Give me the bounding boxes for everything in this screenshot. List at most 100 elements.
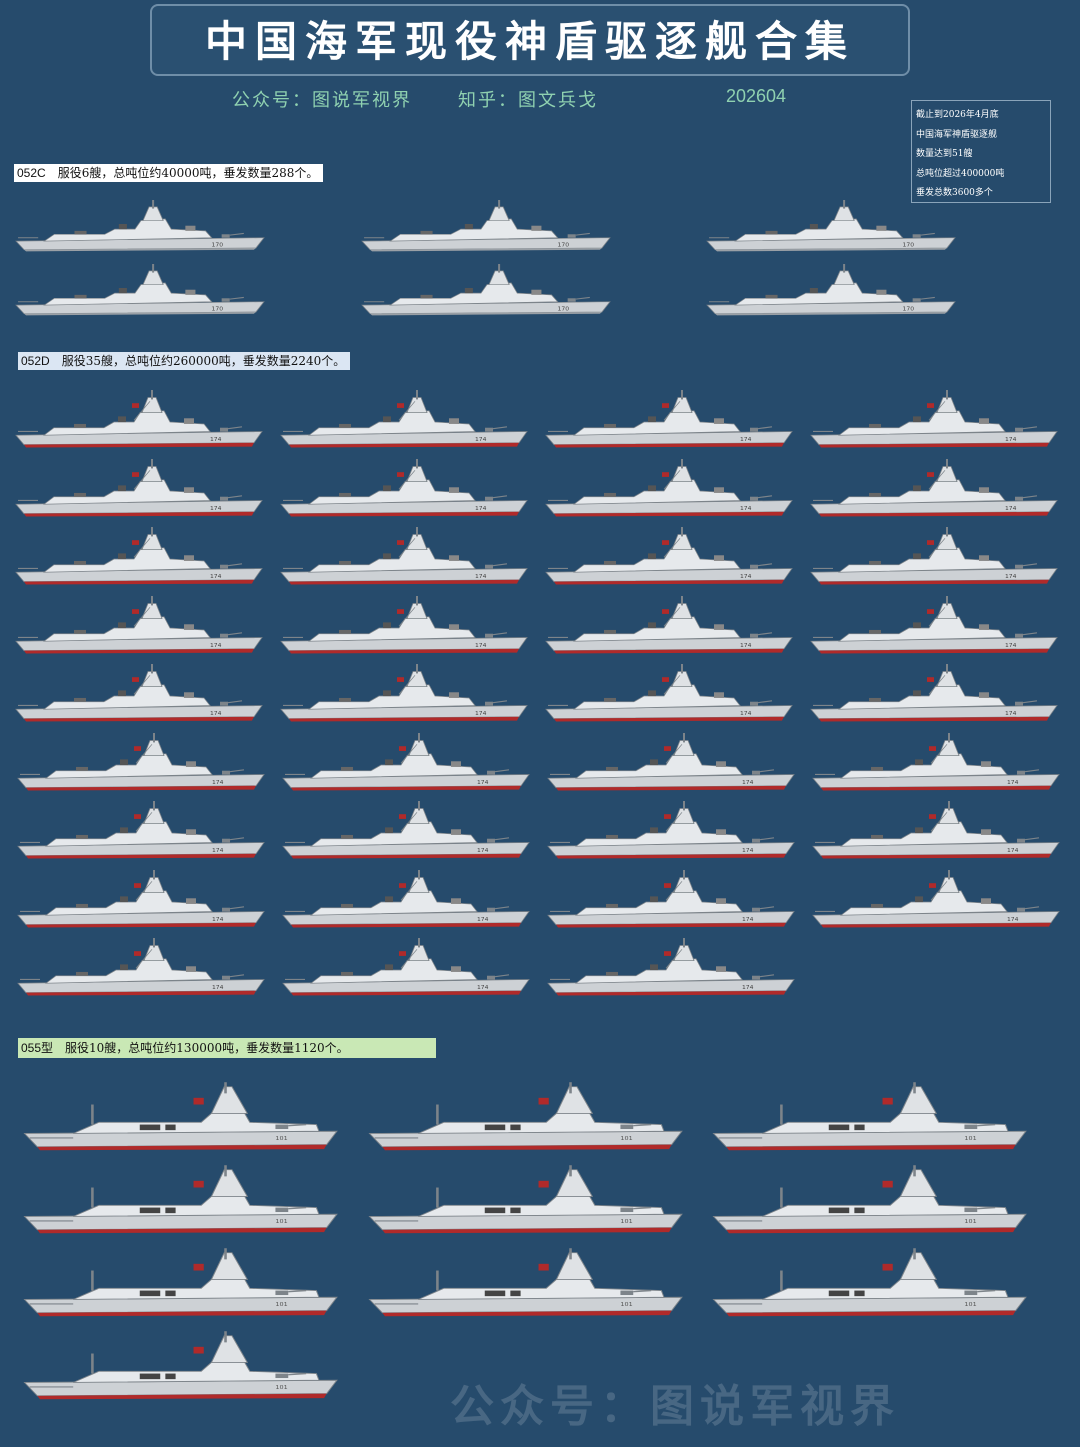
svg-text:174: 174 xyxy=(1005,574,1017,580)
ship-052d-silhouette: 174 xyxy=(545,595,793,654)
ship-052c-silhouette: 170 xyxy=(706,264,956,316)
ship-052d-silhouette: 174 xyxy=(812,732,1060,791)
svg-text:174: 174 xyxy=(742,917,754,923)
svg-text:170: 170 xyxy=(903,243,915,248)
svg-text:101: 101 xyxy=(275,1385,287,1392)
svg-text:101: 101 xyxy=(275,1302,287,1309)
ship-055-silhouette: 101 xyxy=(712,1248,1027,1317)
ship-052d-silhouette: 174 xyxy=(810,390,1058,448)
issue-date: 202604 xyxy=(726,86,787,106)
ship-052d-silhouette: 174 xyxy=(17,732,265,791)
svg-text:174: 174 xyxy=(1005,506,1017,512)
ship-052d-silhouette: 174 xyxy=(282,938,530,996)
ship-052d-silhouette: 174 xyxy=(547,869,795,928)
ship-052c-silhouette: 170 xyxy=(15,264,265,316)
class-description: 服役6艘，总吨位约40000吨，垂发数量288个。 xyxy=(57,166,319,180)
ship-052d-silhouette: 174 xyxy=(280,595,528,654)
ship-052d-silhouette: 174 xyxy=(812,801,1060,859)
svg-text:170: 170 xyxy=(212,243,224,248)
svg-text:174: 174 xyxy=(1005,643,1017,649)
svg-text:101: 101 xyxy=(964,1136,976,1143)
title-banner: 中国海军现役神盾驱逐舰合集 xyxy=(150,4,910,76)
svg-text:101: 101 xyxy=(620,1219,632,1226)
svg-text:101: 101 xyxy=(620,1136,632,1143)
svg-text:174: 174 xyxy=(475,506,487,512)
note-line: 数量达到51艘 xyxy=(916,149,973,159)
svg-text:174: 174 xyxy=(212,985,224,991)
svg-text:174: 174 xyxy=(742,780,754,786)
ship-052d-silhouette: 174 xyxy=(280,664,528,722)
ship-052d-silhouette: 174 xyxy=(547,801,795,859)
svg-text:174: 174 xyxy=(740,574,752,580)
svg-text:174: 174 xyxy=(475,643,487,649)
zhihu-account: 知乎：图文兵戈 xyxy=(458,90,598,111)
svg-text:174: 174 xyxy=(210,506,222,512)
svg-text:170: 170 xyxy=(558,307,570,312)
class-code: 052C xyxy=(17,166,46,180)
ship-052d-silhouette: 174 xyxy=(810,664,1058,722)
ship-052d-silhouette: 174 xyxy=(810,595,1058,654)
ship-055-silhouette: 101 xyxy=(712,1082,1027,1151)
ship-055-silhouette: 101 xyxy=(23,1248,338,1317)
svg-text:174: 174 xyxy=(740,643,752,649)
ship-052d-silhouette: 174 xyxy=(545,527,793,585)
svg-text:174: 174 xyxy=(477,917,489,923)
note-line: 中国海军神盾驱逐舰 xyxy=(916,129,998,140)
svg-text:170: 170 xyxy=(558,243,570,248)
svg-text:174: 174 xyxy=(210,711,222,717)
ship-055-silhouette: 101 xyxy=(23,1331,338,1400)
ship-052d-silhouette: 174 xyxy=(810,527,1058,585)
ship-052d-silhouette: 174 xyxy=(280,390,528,448)
ship-052d-silhouette: 174 xyxy=(810,458,1058,517)
class-label-055: 055型 服役10艘，总吨位约130000吨，垂发数量1120个。 xyxy=(18,1038,436,1058)
note-line: 总吨位超过400000吨 xyxy=(916,168,1005,179)
ship-052c-silhouette: 170 xyxy=(15,200,265,252)
ship-052d-silhouette: 174 xyxy=(282,732,530,791)
ship-052d-silhouette: 174 xyxy=(15,458,263,517)
svg-text:170: 170 xyxy=(903,307,915,312)
ship-055-silhouette: 101 xyxy=(23,1082,338,1151)
svg-text:101: 101 xyxy=(275,1219,287,1226)
class-description: 服役35艘，总吨位约260000吨，垂发数量2240个。 xyxy=(61,354,346,368)
class-description: 服役10艘，总吨位约130000吨，垂发数量1120个。 xyxy=(65,1041,349,1055)
ship-052d-silhouette: 174 xyxy=(15,390,263,448)
class-code: 052D xyxy=(21,354,50,368)
svg-text:174: 174 xyxy=(740,437,752,443)
svg-text:174: 174 xyxy=(742,985,754,991)
svg-text:174: 174 xyxy=(475,574,487,580)
svg-text:174: 174 xyxy=(1007,848,1019,854)
ship-052d-silhouette: 174 xyxy=(280,458,528,517)
ship-052d-silhouette: 174 xyxy=(547,732,795,791)
svg-text:174: 174 xyxy=(1005,711,1017,717)
note-line: 截止到2026年4月底 xyxy=(916,110,999,120)
svg-text:174: 174 xyxy=(212,780,224,786)
page-title: 中国海军现役神盾驱逐舰合集 xyxy=(204,17,855,66)
ship-052d-silhouette: 174 xyxy=(17,869,265,928)
ship-052d-silhouette: 174 xyxy=(280,527,528,585)
ship-052d-silhouette: 174 xyxy=(545,664,793,722)
svg-text:174: 174 xyxy=(210,437,222,443)
svg-text:174: 174 xyxy=(740,506,752,512)
ship-052c-silhouette: 170 xyxy=(361,264,611,316)
summary-note: 截止到2026年4月底 中国海军神盾驱逐舰 数量达到51艘 总吨位超过40000… xyxy=(911,100,1051,203)
ship-052d-silhouette: 174 xyxy=(15,664,263,722)
ship-052d-silhouette: 174 xyxy=(545,458,793,517)
svg-text:174: 174 xyxy=(210,643,222,649)
svg-text:101: 101 xyxy=(275,1136,287,1143)
ship-052d-silhouette: 174 xyxy=(282,869,530,928)
svg-text:174: 174 xyxy=(475,437,487,443)
svg-text:174: 174 xyxy=(475,711,487,717)
ship-052d-silhouette: 174 xyxy=(547,938,795,996)
svg-text:174: 174 xyxy=(477,848,489,854)
ship-052d-silhouette: 174 xyxy=(15,595,263,654)
note-line: 垂发总数3600多个 xyxy=(916,188,993,198)
svg-text:174: 174 xyxy=(477,985,489,991)
svg-text:174: 174 xyxy=(740,711,752,717)
svg-text:174: 174 xyxy=(1007,780,1019,786)
ship-055-silhouette: 101 xyxy=(368,1248,683,1317)
ship-052d-silhouette: 174 xyxy=(812,869,1060,928)
ship-052c-silhouette: 170 xyxy=(706,200,956,252)
svg-text:174: 174 xyxy=(212,848,224,854)
ship-052c-silhouette: 170 xyxy=(361,200,611,252)
